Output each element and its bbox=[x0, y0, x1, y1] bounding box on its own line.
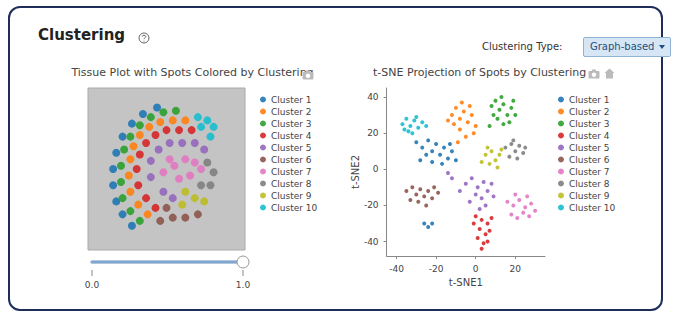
svg-text:Cluster 1: Cluster 1 bbox=[569, 95, 610, 105]
html-text:Graph-based: Graph-based bbox=[590, 41, 655, 52]
svg-text:Cluster 8: Cluster 8 bbox=[569, 179, 610, 189]
svg-text:t-SNE Projection of Spots by C: t-SNE Projection of Spots by Clustering bbox=[373, 66, 586, 79]
svg-text:Cluster 4: Cluster 4 bbox=[271, 131, 312, 141]
svg-text:0: 0 bbox=[373, 164, 379, 174]
svg-text:t-SNE1: t-SNE1 bbox=[449, 277, 483, 288]
svg-text:Cluster 7: Cluster 7 bbox=[271, 167, 312, 177]
svg-text:Cluster 9: Cluster 9 bbox=[271, 191, 312, 201]
svg-text:Cluster 6: Cluster 6 bbox=[569, 155, 610, 165]
svg-text:20: 20 bbox=[367, 128, 379, 138]
svg-text:t-SNE2: t-SNE2 bbox=[350, 155, 361, 189]
svg-text:Cluster 10: Cluster 10 bbox=[569, 203, 616, 213]
svg-text:20: 20 bbox=[510, 264, 522, 274]
svg-text:Cluster 3: Cluster 3 bbox=[569, 119, 610, 129]
svg-text:Cluster 2: Cluster 2 bbox=[569, 107, 610, 117]
svg-text:40: 40 bbox=[367, 92, 379, 102]
html-text:Clustering: Clustering bbox=[38, 26, 126, 44]
svg-text:Cluster 9: Cluster 9 bbox=[569, 191, 610, 201]
svg-text:Cluster 1: Cluster 1 bbox=[271, 95, 312, 105]
svg-text:Tissue Plot with Spots Colored: Tissue Plot with Spots Colored by Cluste… bbox=[70, 66, 313, 79]
svg-text:-20: -20 bbox=[429, 264, 444, 274]
svg-text:Cluster 5: Cluster 5 bbox=[569, 143, 610, 153]
svg-text:-20: -20 bbox=[364, 200, 379, 210]
svg-text:Cluster 4: Cluster 4 bbox=[569, 131, 610, 141]
svg-text:Cluster 7: Cluster 7 bbox=[569, 167, 610, 177]
svg-text:-40: -40 bbox=[364, 237, 379, 247]
html-text:Clustering Type:: Clustering Type: bbox=[482, 41, 563, 52]
svg-text:0: 0 bbox=[473, 264, 479, 274]
svg-text:-40: -40 bbox=[389, 264, 404, 274]
svg-text:0.0: 0.0 bbox=[85, 280, 100, 290]
svg-text:Cluster 10: Cluster 10 bbox=[271, 203, 318, 213]
svg-text:Cluster 8: Cluster 8 bbox=[271, 179, 312, 189]
svg-text:Cluster 5: Cluster 5 bbox=[271, 143, 312, 153]
svg-text:Cluster 3: Cluster 3 bbox=[271, 119, 312, 129]
svg-text:Cluster 6: Cluster 6 bbox=[271, 155, 312, 165]
svg-text:1.0: 1.0 bbox=[236, 280, 251, 290]
svg-text:Cluster 2: Cluster 2 bbox=[271, 107, 312, 117]
